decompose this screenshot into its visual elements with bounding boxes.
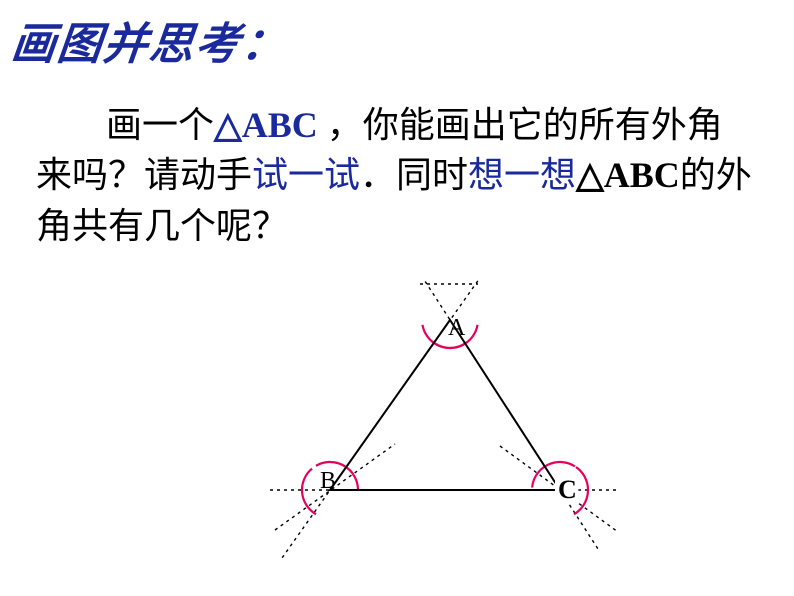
- vertex-label-c: C: [558, 475, 577, 504]
- extension-line: [410, 280, 600, 552]
- body-segment: 想一想: [468, 155, 576, 195]
- body-paragraph: 画一个△ABC ，你能画出它的所有外角来吗？请动手试一试．同时想一想△ABC的外…: [36, 100, 756, 251]
- exterior-angle-arc: [302, 469, 316, 515]
- heading-text: 画图并思考：: [9, 20, 290, 69]
- body-segment: 试一试: [252, 155, 360, 195]
- body-segment: ．同时: [360, 155, 468, 195]
- triangle-abc: [330, 320, 560, 490]
- vertex-label-b: B: [320, 468, 336, 494]
- diagram-svg: A B C: [250, 280, 630, 580]
- vertex-label-a: A: [448, 315, 466, 341]
- triangle-diagram: A B C: [250, 280, 630, 580]
- body-segment: △ABC: [214, 105, 318, 145]
- slide-heading: 画图并思考：: [9, 8, 292, 72]
- body-segment: △ABC: [576, 155, 680, 195]
- body-segment: 画一个: [106, 105, 214, 145]
